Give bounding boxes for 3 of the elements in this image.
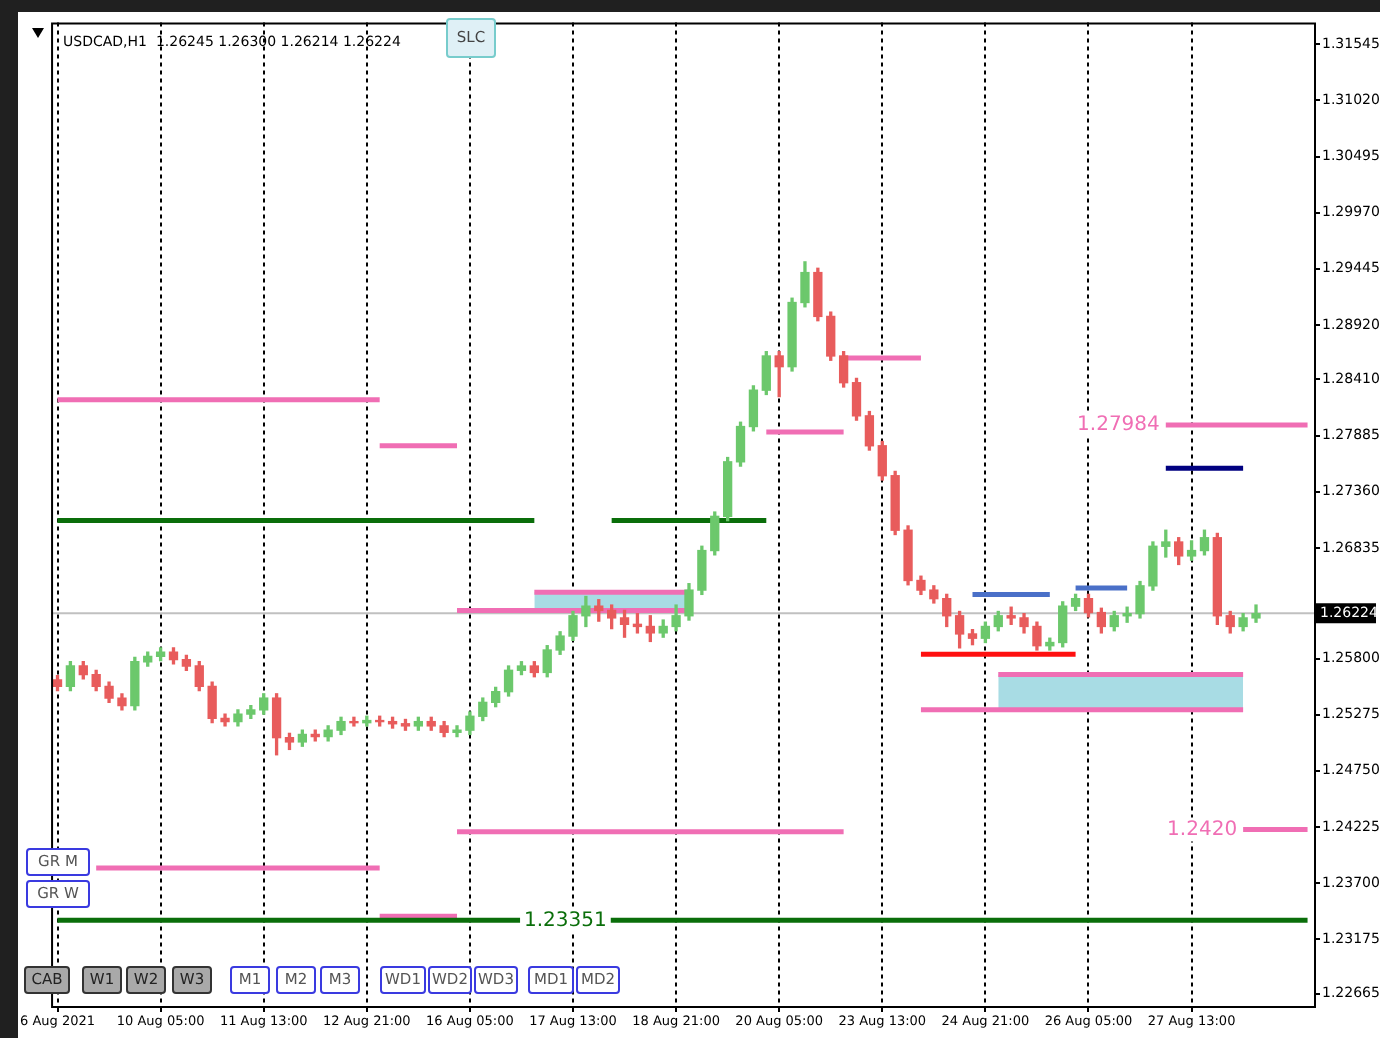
series-label: 1.23351 [524, 909, 607, 932]
series-label: 1.27984 [1077, 414, 1160, 437]
series-label: 1.2420 [1167, 818, 1238, 841]
